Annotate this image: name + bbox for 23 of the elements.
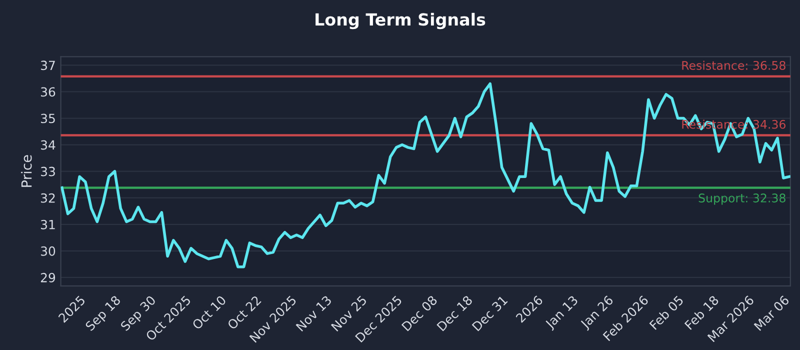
x-tick-label: Nov 13 xyxy=(296,295,332,332)
ref-line-label: Resistance: 36.58 xyxy=(682,60,786,70)
x-tick-label: Dec 08 xyxy=(401,295,438,332)
line-series xyxy=(60,82,790,268)
x-tick-label: Dec 18 xyxy=(436,295,473,332)
y-tick-label: 31 xyxy=(40,220,55,230)
y-tick-label: 32 xyxy=(40,193,55,203)
ref-line-label: Support: 32.38 xyxy=(698,194,786,205)
y-tick-label: 30 xyxy=(40,246,56,256)
x-tick-label: Dec 31 xyxy=(472,295,508,332)
y-tick-label: 35 xyxy=(40,114,55,124)
x-tick-label: Mar 06 xyxy=(754,294,790,331)
x-tick-label: Jan 13 xyxy=(544,295,580,331)
x-tick-label: Feb 05 xyxy=(648,295,684,330)
x-tick-label: Oct 10 xyxy=(192,295,227,330)
y-tick-label: 29 xyxy=(40,272,56,282)
y-tick-label: 37 xyxy=(40,60,55,70)
y-tick-label: 36 xyxy=(40,87,56,97)
y-tick-label: 33 xyxy=(40,166,55,176)
y-tick-label: 34 xyxy=(40,140,56,150)
y-axis-title: Price xyxy=(21,155,32,187)
chart-title: Long Term Signals xyxy=(316,12,486,30)
x-tick-label: Oct 22 xyxy=(226,295,262,330)
